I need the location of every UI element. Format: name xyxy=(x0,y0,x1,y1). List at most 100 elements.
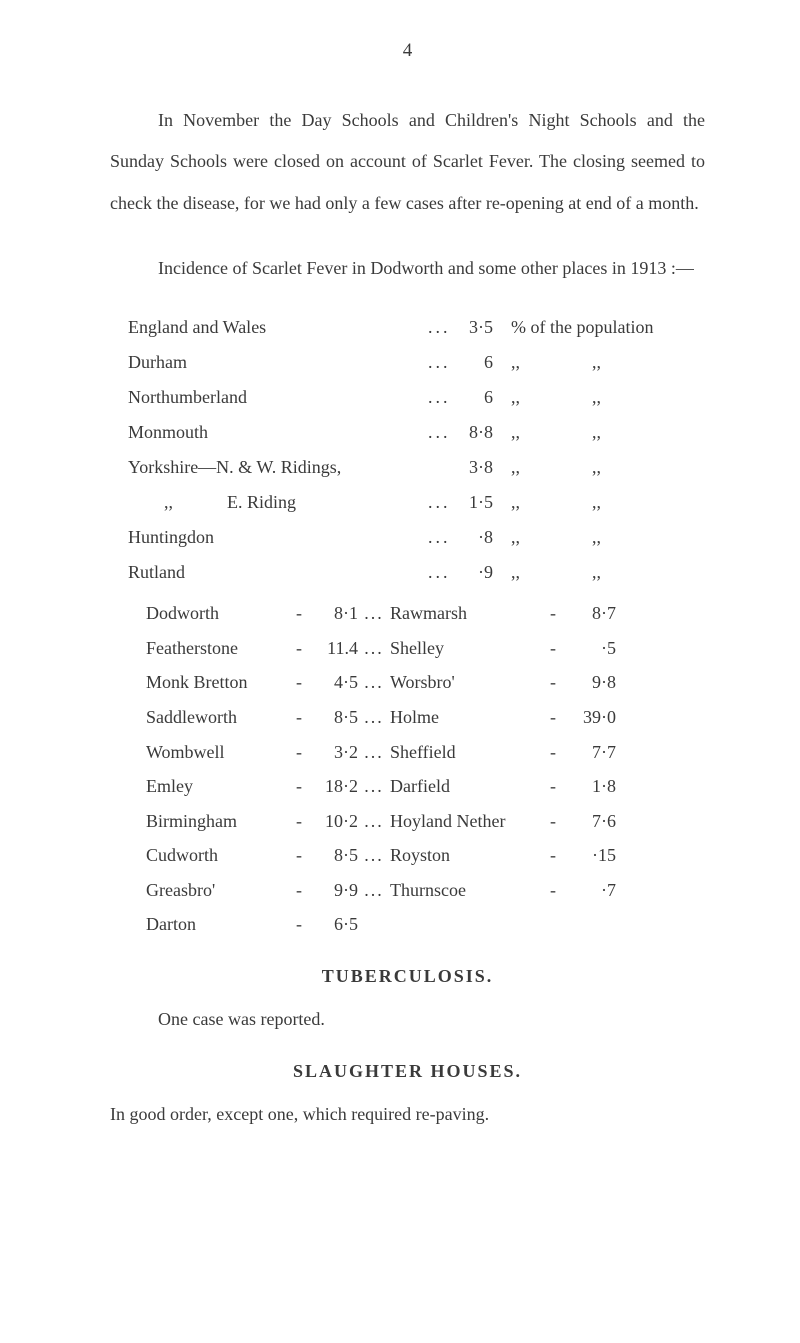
right-place: Darfield xyxy=(390,769,550,804)
dots: ... xyxy=(358,769,390,804)
left-place: Darton xyxy=(146,907,296,942)
dots: ... xyxy=(358,804,390,839)
left-place: Wombwell xyxy=(146,735,296,770)
dash: - xyxy=(296,873,314,908)
right-place: Sheffield xyxy=(390,735,550,770)
heading-slaughter: SLAUGHTER HOUSES. xyxy=(110,1061,705,1082)
dash: - xyxy=(550,873,568,908)
comparison-row: Greasbro' - 9·9 ... Thurnscoe - ·7 xyxy=(146,873,705,908)
right-place: Hoyland Nether xyxy=(390,804,550,839)
left-value: 8·5 xyxy=(314,838,358,873)
dots: ... xyxy=(358,838,390,873)
incidence-row: Northumberland ... 6 ,, ,, xyxy=(128,380,705,415)
right-place: Rawmarsh xyxy=(390,596,550,631)
left-place: Featherstone xyxy=(146,631,296,666)
right-value: ·5 xyxy=(568,631,616,666)
dots-cell: ... xyxy=(428,310,456,345)
left-place: Saddleworth xyxy=(146,700,296,735)
dash: - xyxy=(296,769,314,804)
left-value: 6·5 xyxy=(314,907,358,942)
place-cell: Rutland xyxy=(128,555,428,590)
dash: - xyxy=(550,700,568,735)
right-place: Worsbro' xyxy=(390,665,550,700)
right-value: 39·0 xyxy=(568,700,616,735)
left-place: Monk Bretton xyxy=(146,665,296,700)
left-value: 18·2 xyxy=(314,769,358,804)
comparison-row: Darton - 6·5 xyxy=(146,907,705,942)
place-cell: Monmouth xyxy=(128,415,428,450)
dash: - xyxy=(550,631,568,666)
dash: - xyxy=(296,700,314,735)
right-place: Shelley xyxy=(390,631,550,666)
incidence-row: ,, E. Riding ... 1·5 ,, ,, xyxy=(128,485,705,520)
dots: ... xyxy=(358,665,390,700)
right-value: ·15 xyxy=(568,838,616,873)
tail-cell: ,, ,, xyxy=(501,485,705,520)
dots: ... xyxy=(358,873,390,908)
comparison-row: Monk Bretton - 4·5 ... Worsbro' - 9·8 xyxy=(146,665,705,700)
incidence-row: Huntingdon ... ·8 ,, ,, xyxy=(128,520,705,555)
comparison-row: Emley - 18·2 ... Darfield - 1·8 xyxy=(146,769,705,804)
paragraph-intro: In November the Day Schools and Children… xyxy=(110,100,705,224)
place-cell: Durham xyxy=(128,345,428,380)
left-value: 3·2 xyxy=(314,735,358,770)
left-value: 11.4 xyxy=(314,631,358,666)
right-place: Holme xyxy=(390,700,550,735)
place-cell: England and Wales xyxy=(128,310,428,345)
dash: - xyxy=(296,596,314,631)
value-cell: ·8 xyxy=(456,520,501,555)
value-cell: 3·5 xyxy=(456,310,501,345)
left-value: 8·5 xyxy=(314,700,358,735)
dots: ... xyxy=(358,735,390,770)
dash: - xyxy=(550,735,568,770)
dash: - xyxy=(296,838,314,873)
dash: - xyxy=(296,735,314,770)
left-place: Dodworth xyxy=(146,596,296,631)
incidence-row: Yorkshire—N. & W. Ridings, 3·8 ,, ,, xyxy=(128,450,705,485)
dots-cell: ... xyxy=(428,520,456,555)
place-cell: Yorkshire—N. & W. Ridings, xyxy=(128,450,428,485)
dash: - xyxy=(550,769,568,804)
tail-cell: ,, ,, xyxy=(501,520,705,555)
comparison-row: Dodworth - 8·1 ... Rawmarsh - 8·7 xyxy=(146,596,705,631)
value-cell: ·9 xyxy=(456,555,501,590)
left-value: 10·2 xyxy=(314,804,358,839)
comparison-row: Wombwell - 3·2 ... Sheffield - 7·7 xyxy=(146,735,705,770)
comparison-table: Dodworth - 8·1 ... Rawmarsh - 8·7 Feathe… xyxy=(146,596,705,941)
incidence-row: Monmouth ... 8·8 ,, ,, xyxy=(128,415,705,450)
left-place: Emley xyxy=(146,769,296,804)
value-cell: 1·5 xyxy=(456,485,501,520)
comparison-row: Cudworth - 8·5 ... Royston - ·15 xyxy=(146,838,705,873)
right-value: 7·6 xyxy=(568,804,616,839)
incidence-row: England and Wales ... 3·5 % of the popul… xyxy=(128,310,705,345)
page-number: 4 xyxy=(110,40,705,62)
dash: - xyxy=(296,804,314,839)
tail-cell: ,, ,, xyxy=(501,450,705,485)
comparison-row: Saddleworth - 8·5 ... Holme - 39·0 xyxy=(146,700,705,735)
incidence-list: England and Wales ... 3·5 % of the popul… xyxy=(128,310,705,591)
dots-cell: ... xyxy=(428,380,456,415)
tail-cell: ,, ,, xyxy=(501,345,705,380)
tail-cell: % of the population xyxy=(501,310,705,345)
tail-cell: ,, ,, xyxy=(501,415,705,450)
left-value: 4·5 xyxy=(314,665,358,700)
dash: - xyxy=(550,596,568,631)
left-place: Cudworth xyxy=(146,838,296,873)
place-cell: Northumberland xyxy=(128,380,428,415)
dash: - xyxy=(296,907,314,942)
incidence-row: Rutland ... ·9 ,, ,, xyxy=(128,555,705,590)
slaughter-text: In good order, except one, which require… xyxy=(110,1096,705,1132)
left-place: Greasbro' xyxy=(146,873,296,908)
dash: - xyxy=(296,631,314,666)
place-cell: ,, E. Riding xyxy=(128,485,428,520)
value-cell: 3·8 xyxy=(456,450,501,485)
dash: - xyxy=(550,665,568,700)
right-value: 9·8 xyxy=(568,665,616,700)
tuberculosis-text: One case was reported. xyxy=(110,1001,705,1037)
paragraph-incidence: Incidence of Scarlet Fever in Dodworth a… xyxy=(110,248,705,289)
value-cell: 6 xyxy=(456,345,501,380)
right-value: 8·7 xyxy=(568,596,616,631)
dots-cell: ... xyxy=(428,485,456,520)
dots: ... xyxy=(358,700,390,735)
comparison-row: Birmingham - 10·2 ... Hoyland Nether - 7… xyxy=(146,804,705,839)
